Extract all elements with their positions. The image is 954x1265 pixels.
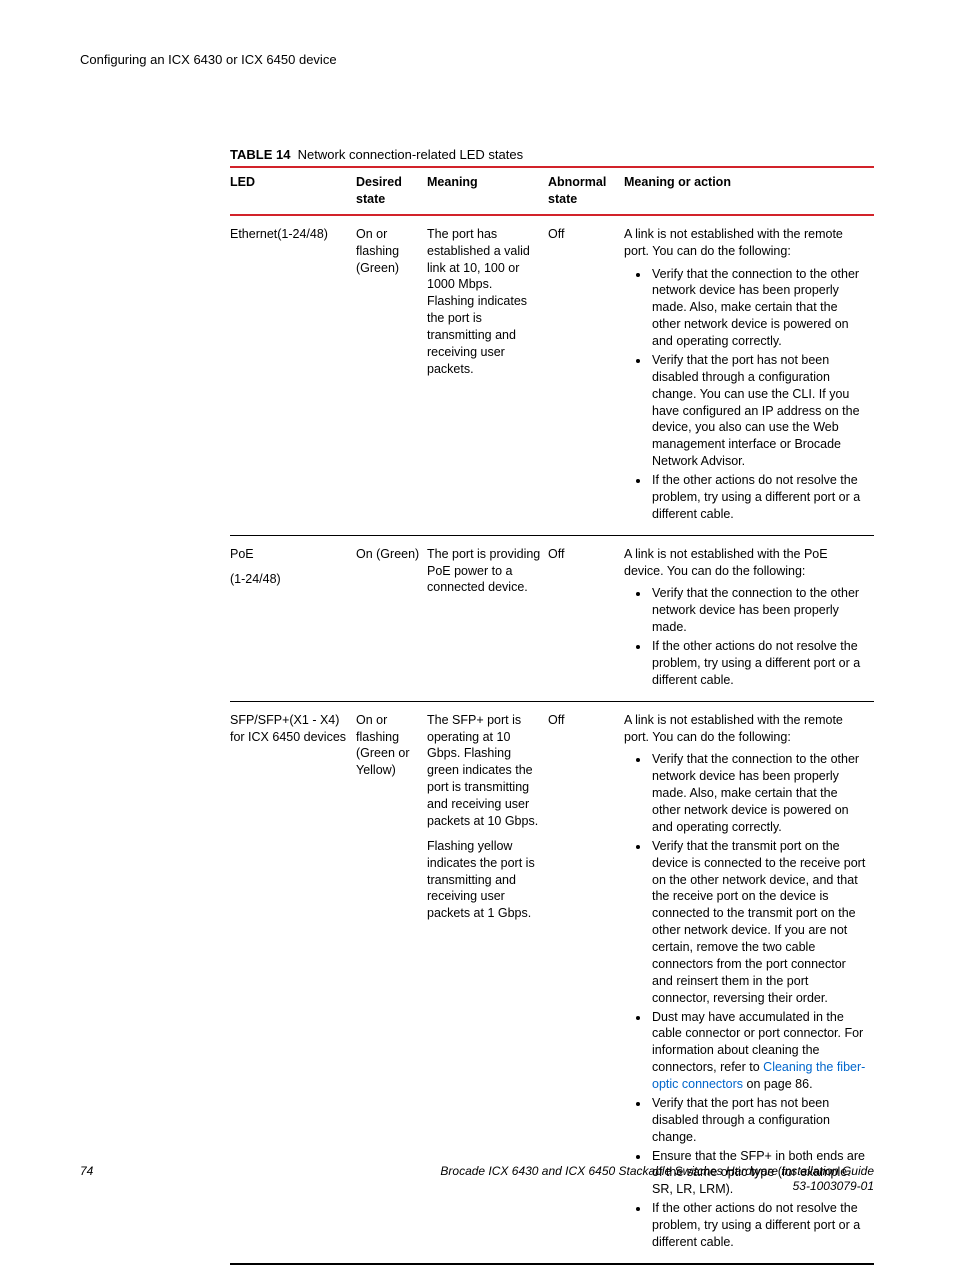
cell-meaning: The port is providing PoE power to a con… (427, 535, 548, 701)
table-title: Network connection-related LED states (298, 147, 523, 162)
doc-number: 53-1003079-01 (793, 1179, 874, 1193)
cell-desired: On (Green) (356, 535, 427, 701)
action-item: Verify that the transmit port on the dev… (650, 838, 868, 1007)
action-item: Verify that the connection to the other … (650, 751, 868, 835)
cell-meaning: The port has established a valid link at… (427, 215, 548, 535)
action-item: If the other actions do not resolve the … (650, 472, 868, 523)
cell-abnormal: Off (548, 215, 624, 535)
col-header-abnormal: Abnormal state (548, 167, 624, 215)
action-item: If the other actions do not resolve the … (650, 638, 868, 689)
table-header-row: LED Desired state Meaning Abnormal state… (230, 167, 874, 215)
table-row: PoE(1-24/48)On (Green)The port is provid… (230, 535, 874, 701)
cell-abnormal: Off (548, 535, 624, 701)
doc-info: Brocade ICX 6430 and ICX 6450 Stackable … (440, 1164, 874, 1195)
cross-reference-link[interactable]: Cleaning the fiber-optic connectors (652, 1060, 865, 1091)
table-container: TABLE 14 Network connection-related LED … (230, 147, 874, 1265)
col-header-meaning: Meaning (427, 167, 548, 215)
page-number: 74 (80, 1164, 93, 1178)
running-header: Configuring an ICX 6430 or ICX 6450 devi… (80, 52, 874, 67)
col-header-desired: Desired state (356, 167, 427, 215)
action-item: Verify that the port has not been disabl… (650, 1095, 868, 1146)
table-number: TABLE 14 (230, 147, 290, 162)
col-header-led: LED (230, 167, 356, 215)
led-states-table: LED Desired state Meaning Abnormal state… (230, 166, 874, 1265)
cell-led: PoE(1-24/48) (230, 535, 356, 701)
action-item: Verify that the connection to the other … (650, 266, 868, 350)
document-page: Configuring an ICX 6430 or ICX 6450 devi… (0, 0, 954, 1235)
table-caption: TABLE 14 Network connection-related LED … (230, 147, 874, 162)
page-footer: 74 Brocade ICX 6430 and ICX 6450 Stackab… (80, 1164, 874, 1195)
table-row: Ethernet(1-24/48)On or flashing (Green)T… (230, 215, 874, 535)
action-item: Verify that the port has not been disabl… (650, 352, 868, 470)
cell-action: A link is not established with the remot… (624, 215, 874, 535)
action-item: If the other actions do not resolve the … (650, 1200, 868, 1251)
action-item: Verify that the connection to the other … (650, 585, 868, 636)
cell-led: Ethernet(1-24/48) (230, 215, 356, 535)
doc-title: Brocade ICX 6430 and ICX 6450 Stackable … (440, 1164, 874, 1178)
cell-desired: On or flashing (Green) (356, 215, 427, 535)
cell-action: A link is not established with the PoE d… (624, 535, 874, 701)
action-item: Dust may have accumulated in the cable c… (650, 1009, 868, 1093)
col-header-action: Meaning or action (624, 167, 874, 215)
